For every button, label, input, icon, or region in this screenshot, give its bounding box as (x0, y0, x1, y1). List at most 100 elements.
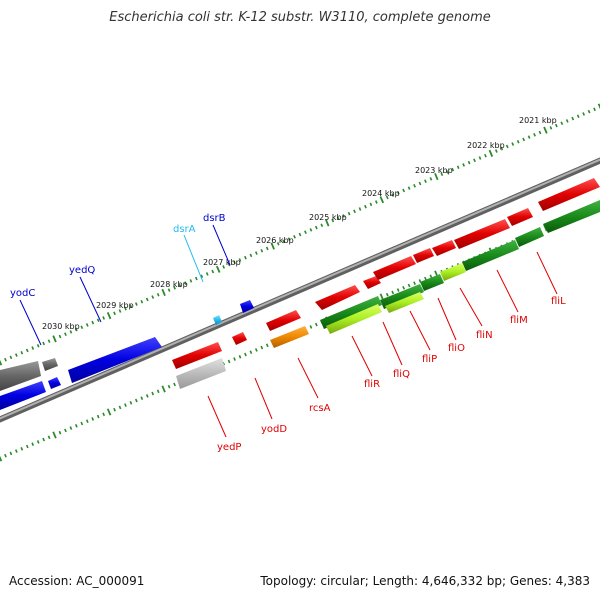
tick-label: 2028 kbp (150, 280, 188, 289)
minor-tick (505, 144, 509, 149)
gene-label[interactable]: fliQ (393, 369, 410, 380)
gene-arrow[interactable] (432, 240, 456, 256)
minor-tick (473, 158, 476, 163)
minor-tick (124, 306, 127, 311)
minor-tick (167, 384, 171, 389)
minor-tick (129, 401, 133, 405)
minor-tick (593, 107, 596, 112)
minor-tick (36, 440, 40, 444)
gene-arrow[interactable] (176, 358, 226, 389)
minor-tick (102, 412, 106, 417)
minor-tick (102, 316, 106, 320)
gene-label[interactable]: yedQ (69, 265, 95, 276)
minor-tick (227, 359, 231, 364)
minor-tick (91, 417, 95, 421)
gene-arrow[interactable] (266, 310, 301, 331)
minor-tick (25, 444, 29, 449)
major-tick (488, 149, 494, 157)
minor-tick (233, 260, 236, 265)
minor-tick (385, 292, 389, 297)
minor-tick (565, 119, 569, 123)
minor-tick (445, 170, 449, 174)
minor-tick (293, 234, 296, 239)
minor-tick (249, 350, 253, 354)
tick-label: 2022 kbp (467, 141, 505, 150)
gene-arrow[interactable] (42, 358, 58, 371)
gene-label[interactable]: fliM (510, 315, 528, 326)
minor-tick (527, 135, 531, 139)
gene-arrow[interactable] (462, 240, 519, 271)
gene-arrow[interactable] (326, 304, 382, 334)
gene-arrow[interactable] (420, 274, 444, 291)
minor-tick (145, 394, 149, 398)
minor-tick (467, 160, 471, 165)
minor-tick (314, 225, 318, 230)
gene-label[interactable]: fliO (448, 343, 465, 354)
minor-tick (533, 132, 536, 137)
gene-label[interactable]: fliR (364, 379, 380, 390)
gene-arrow[interactable] (543, 200, 600, 233)
gene-arrow[interactable] (413, 248, 434, 263)
gene-arrow[interactable] (363, 276, 381, 289)
minor-tick (413, 183, 416, 188)
gene-arrow[interactable] (0, 381, 46, 410)
genome-info-text: Topology: circular; Length: 4,646,332 bp… (260, 574, 590, 588)
minor-tick (336, 216, 340, 221)
gene-label[interactable]: yedP (217, 442, 241, 453)
gene-arrow[interactable] (440, 263, 466, 281)
gene-arrow[interactable] (213, 315, 222, 325)
gene-arrow[interactable] (0, 361, 41, 391)
minor-tick (14, 449, 18, 453)
minor-tick (407, 283, 411, 288)
gene-arrow[interactable] (270, 326, 309, 348)
gene-arrow[interactable] (240, 300, 254, 313)
gene-label[interactable]: fliP (422, 354, 437, 365)
gene-label[interactable]: fliL (551, 296, 566, 307)
major-tick (161, 385, 166, 393)
gene-arrow[interactable] (515, 227, 544, 247)
minor-tick (85, 323, 89, 327)
minor-tick (582, 112, 586, 116)
minor-tick (4, 453, 7, 458)
minor-tick (385, 195, 389, 200)
gene-arrow[interactable] (380, 284, 424, 309)
gene-arrow[interactable] (232, 332, 247, 345)
minor-tick (233, 357, 236, 361)
gene-label[interactable]: rcsA (309, 403, 331, 414)
minor-tick (42, 437, 46, 442)
minor-tick (58, 430, 62, 435)
gene-label[interactable]: dsrB (203, 213, 226, 224)
gene-label[interactable]: yodD (261, 424, 287, 435)
gene-arrow[interactable] (373, 256, 416, 280)
minor-tick (396, 288, 400, 292)
minor-tick (4, 357, 7, 362)
gene-arrow[interactable] (538, 178, 600, 211)
minor-tick (151, 295, 155, 299)
gene-label[interactable]: yodC (10, 288, 35, 299)
gene-arrow[interactable] (48, 377, 61, 389)
gene-arrow[interactable] (507, 208, 533, 226)
minor-tick (418, 181, 422, 186)
minor-tick (571, 116, 575, 121)
minor-tick (511, 142, 515, 146)
major-tick (52, 431, 57, 439)
gene-arrow[interactable] (320, 296, 382, 329)
gene-arrow[interactable] (385, 292, 424, 313)
minor-tick (560, 121, 564, 126)
major-tick (0, 359, 3, 366)
gene-label[interactable]: dsrA (173, 224, 196, 235)
minor-tick (20, 447, 24, 451)
minor-tick (429, 177, 433, 181)
gene-arrow[interactable] (172, 342, 222, 369)
tick-label: 2025 kbp (309, 213, 347, 222)
minor-tick (194, 276, 198, 281)
minor-tick (304, 230, 307, 235)
gene-label[interactable]: fliN (476, 330, 493, 341)
tick-label: 2023 kbp (415, 166, 453, 175)
minor-tick (85, 419, 89, 423)
minor-tick (69, 426, 73, 430)
gene-arrow[interactable] (454, 219, 510, 249)
gene-arrow[interactable] (68, 337, 162, 383)
gene-arrow[interactable] (315, 285, 360, 310)
